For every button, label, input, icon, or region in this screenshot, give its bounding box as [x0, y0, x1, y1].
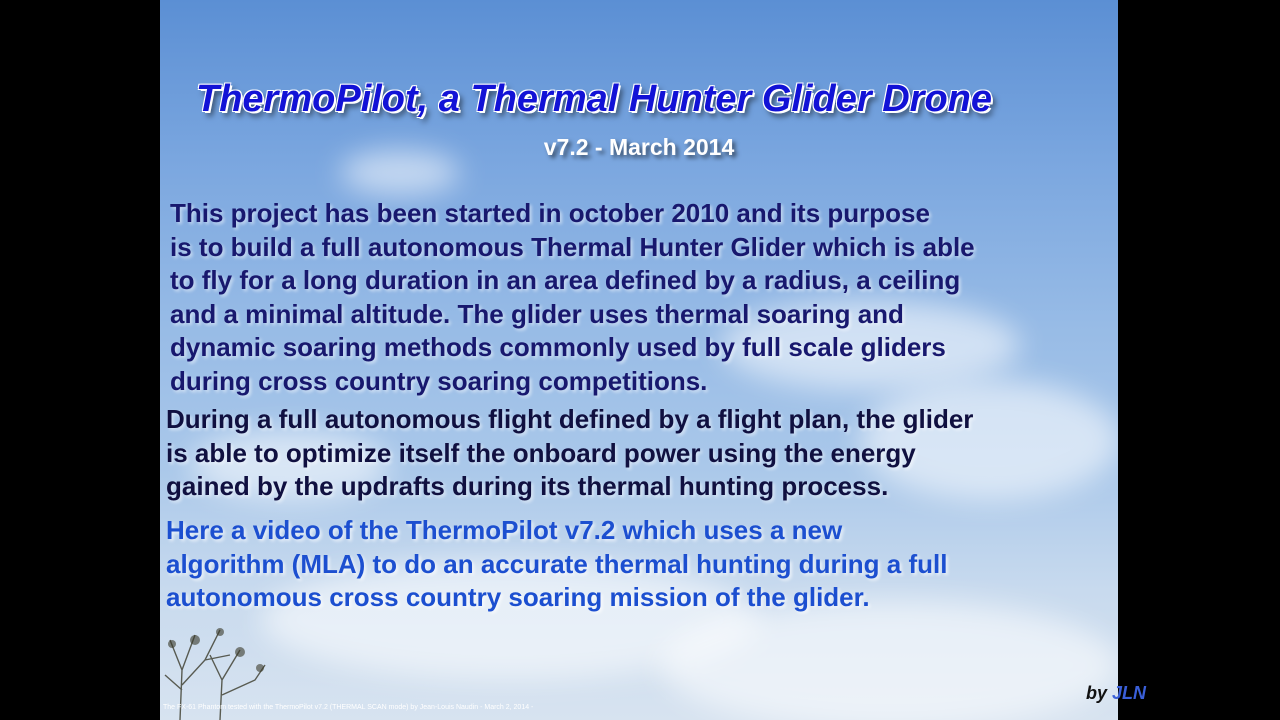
- text-line: dynamic soaring methods commonly used by…: [170, 332, 946, 362]
- slide-subtitle: v7.2 - March 2014: [543, 134, 735, 160]
- tree-silhouette: [164, 628, 266, 720]
- text-line: gained by the updrafts during its therma…: [166, 471, 889, 501]
- cloud: [720, 300, 1020, 390]
- text-line: is to build a full autonomous Thermal Hu…: [170, 231, 975, 262]
- signature-name: JLN: [1112, 683, 1147, 703]
- slide-title: ThermoPilot, a Thermal Hunter Glider Dro…: [196, 78, 993, 120]
- text-line: This project has been started in october…: [170, 198, 930, 228]
- text-line: and a minimal altitude. The glider uses …: [170, 298, 904, 329]
- text-line: algorithm (MLA) to do an accurate therma…: [166, 548, 948, 579]
- flight-paragraph: During a full autonomous flight defined …: [166, 403, 973, 504]
- cloud: [660, 600, 1118, 720]
- intro-paragraph: This project has been started in october…: [170, 197, 975, 398]
- video-frame: ThermoPilot, a Thermal Hunter Glider Dro…: [160, 0, 1118, 720]
- text-line: During a full autonomous flight defined …: [166, 404, 974, 434]
- text-line: autonomous cross country soaring mission…: [166, 582, 870, 612]
- text-line: to fly for a long duration in an area de…: [170, 265, 961, 295]
- text-line: during cross country soaring competition…: [170, 365, 708, 396]
- author-signature: by JLN: [1086, 683, 1146, 704]
- credit-caption: The FX-61 Phantom tested with the Thermo…: [163, 704, 534, 711]
- cloud: [860, 380, 1118, 500]
- signature-prefix: by: [1086, 683, 1113, 703]
- text-line: Here a video of the ThermoPilot v7.2 whi…: [166, 515, 843, 545]
- cloud: [340, 150, 460, 195]
- text-line: is able to optimize itself the onboard p…: [166, 437, 916, 468]
- cloud: [190, 430, 390, 500]
- video-paragraph: Here a video of the ThermoPilot v7.2 whi…: [166, 514, 947, 615]
